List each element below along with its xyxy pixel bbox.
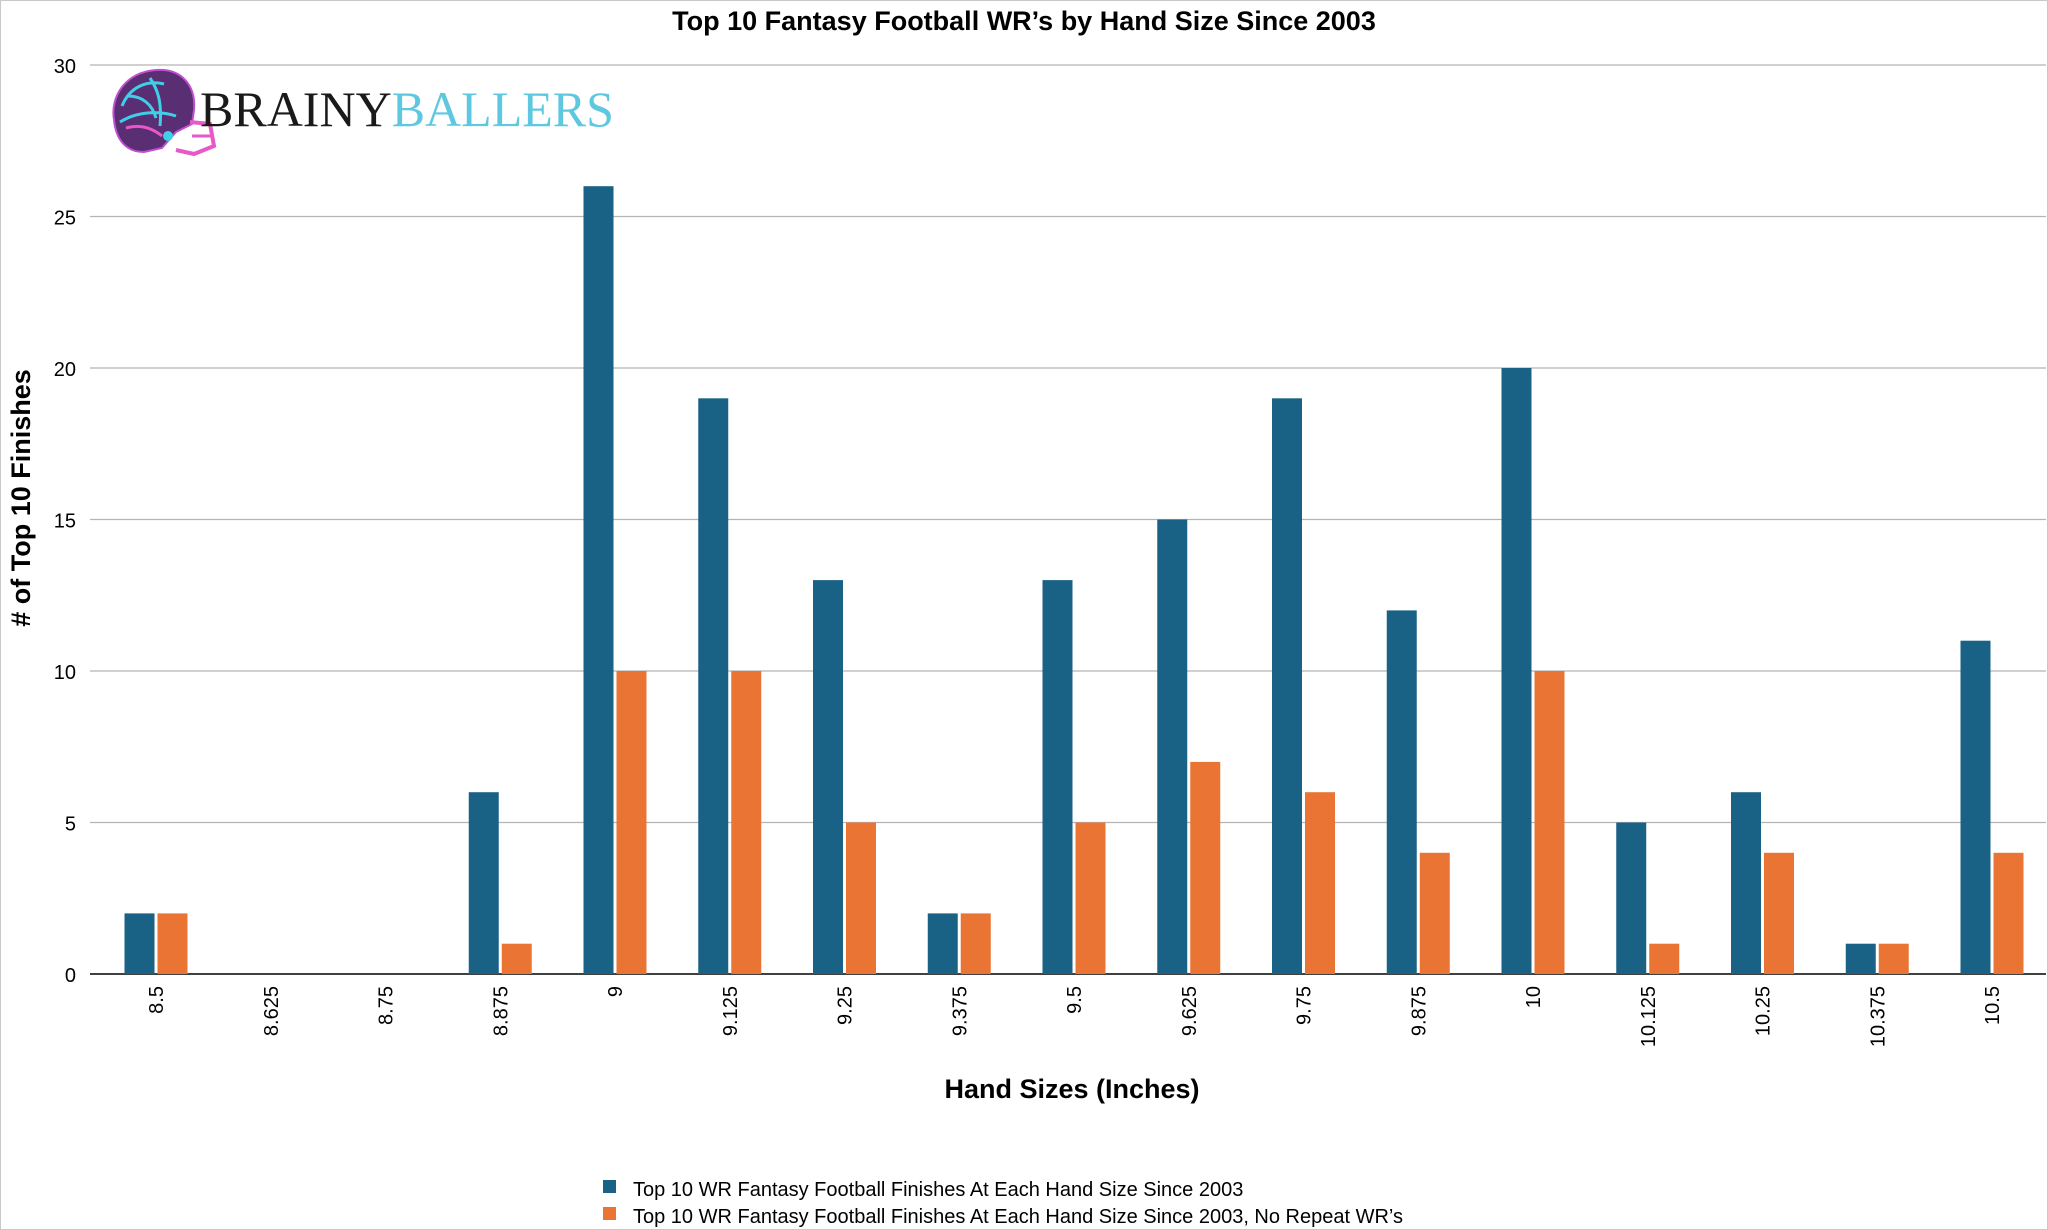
y-tick-label: 15 (54, 511, 76, 533)
bar-series-1-8.5 (124, 913, 155, 974)
football-helmet-brain-icon (112, 68, 217, 157)
bar-series-2-8.5 (157, 913, 188, 974)
chart-title: Top 10 Fantasy Football WR’s by Hand Siz… (672, 6, 1376, 36)
x-tick-label: 10.375 (1867, 986, 1889, 1047)
y-tick-label: 10 (54, 662, 76, 684)
bar-series-1-9.875 (1386, 610, 1417, 974)
bar-series-1-9.125 (698, 398, 729, 974)
bar-series-2-9.875 (1419, 852, 1450, 974)
bar-series-1-9.625 (1157, 519, 1188, 974)
x-tick-label: 8.875 (490, 986, 512, 1036)
x-tick-label: 9.5 (1064, 986, 1086, 1014)
bar-series-2-8.875 (501, 943, 532, 974)
legend: Top 10 WR Fantasy Football Finishes At E… (603, 1179, 1403, 1228)
x-tick-label: 10.5 (1982, 986, 2004, 1025)
bar-series-1-10 (1501, 368, 1532, 974)
bar-series-2-9.25 (846, 822, 876, 974)
bar-series-1-9.5 (1042, 580, 1073, 974)
x-tick-label: 9.25 (835, 986, 857, 1025)
bar-series-2-10.5 (1993, 852, 2024, 974)
bar-series-2-9.75 (1305, 792, 1335, 974)
y-tick-label: 0 (65, 965, 76, 987)
x-tick-label: 9 (605, 986, 627, 997)
bar-series-1-10.5 (1960, 640, 1991, 974)
bar-series-2-10.25 (1764, 852, 1794, 974)
bar-series-2-9.5 (1075, 822, 1106, 974)
x-tick-label: 9.625 (1179, 986, 1201, 1036)
bar-series-2-9 (616, 671, 647, 974)
x-tick-label: 9.125 (720, 986, 742, 1036)
y-tick-label: 5 (65, 814, 76, 836)
x-tick-label: 10.125 (1638, 986, 1660, 1047)
bar-series-2-10.125 (1649, 943, 1680, 974)
bar-series-1-9.375 (927, 913, 958, 974)
y-axis-ticks: 0 5 10 15 20 25 30 (54, 56, 76, 987)
x-axis-ticks: 8.5 8.625 8.75 8.875 9 9.125 9.25 9.375 9.5 9.625… (146, 986, 2004, 1047)
x-tick-label: 9.75 (1294, 986, 1316, 1025)
bar-series-1-10.25 (1731, 792, 1761, 974)
bar-series-2-9.125 (731, 671, 762, 974)
bar-series-1-9.75 (1272, 398, 1302, 974)
logo-text-brainy: BRAINY (200, 81, 392, 137)
bar-series-1-9 (583, 186, 614, 974)
bar-series-2-10 (1534, 671, 1565, 974)
x-tick-label: 10 (1523, 986, 1545, 1008)
bar-series-2-9.625 (1190, 761, 1221, 974)
y-axis-label: # of Top 10 Finishes (6, 369, 36, 627)
y-tick-label: 30 (54, 56, 76, 78)
x-tick-label: 8.5 (146, 986, 168, 1014)
logo-text-ballers: BALLERS (392, 81, 614, 137)
x-tick-label: 8.625 (261, 986, 283, 1036)
x-tick-label: 9.375 (949, 986, 971, 1036)
bar-series-1-10.375 (1845, 943, 1876, 974)
legend-label-series-1: Top 10 WR Fantasy Football Finishes At E… (633, 1179, 1243, 1201)
x-tick-label: 9.875 (1408, 986, 1430, 1036)
bar-series-1-10.125 (1616, 822, 1647, 974)
legend-swatch-series-2 (603, 1207, 616, 1220)
gridlines (90, 64, 2046, 975)
brainy-ballers-logo: BRAINYBALLERS (112, 68, 614, 157)
bar-series-1-9.25 (813, 580, 843, 974)
legend-label-series-2: Top 10 WR Fantasy Football Finishes At E… (633, 1206, 1403, 1228)
x-axis-label: Hand Sizes (Inches) (944, 1074, 1199, 1104)
bar-series-1-8.875 (468, 792, 499, 974)
y-tick-label: 25 (54, 208, 76, 230)
bar-series-2-10.375 (1878, 943, 1909, 974)
x-tick-label: 10.25 (1753, 986, 1775, 1036)
y-tick-label: 20 (54, 359, 76, 381)
x-tick-label: 8.75 (376, 986, 398, 1025)
bar-series-2-9.375 (960, 913, 991, 974)
svg-text:BRAINYBALLERS: BRAINYBALLERS (200, 81, 614, 137)
legend-swatch-series-1 (603, 1180, 616, 1193)
bars (124, 186, 2024, 974)
